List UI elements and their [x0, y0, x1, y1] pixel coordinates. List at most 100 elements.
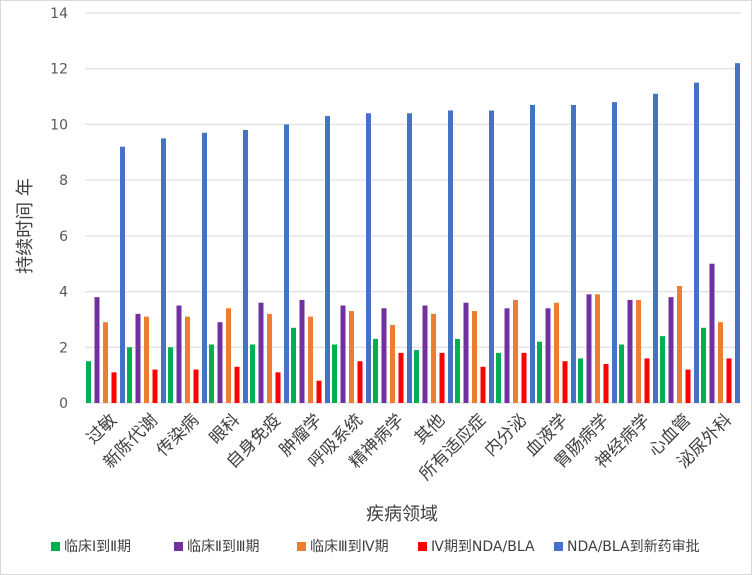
legend-swatch: [418, 542, 427, 551]
bar: [250, 344, 255, 403]
bar: [258, 302, 264, 403]
bar: [701, 327, 706, 403]
y-tick-label: 2: [59, 340, 68, 356]
bar: [357, 361, 363, 403]
y-tick-label: 14: [50, 6, 68, 22]
bar: [299, 299, 305, 403]
bar: [431, 313, 436, 403]
bar: [562, 361, 568, 403]
bar: [217, 322, 223, 403]
bar: [472, 311, 477, 403]
bar: [668, 297, 674, 403]
legend-swatch: [51, 542, 60, 551]
y-tick-label: 6: [59, 229, 68, 245]
bar: [284, 124, 289, 404]
legend-label: 临床Ⅰ到Ⅱ期: [64, 539, 131, 555]
legend-swatch: [554, 542, 563, 551]
bar: [86, 361, 91, 403]
bar: [627, 299, 633, 403]
bar: [135, 313, 141, 403]
bar: [718, 322, 723, 403]
bar: [414, 350, 419, 403]
bar: [694, 82, 699, 403]
bar: [120, 146, 125, 403]
bar: [677, 286, 682, 403]
bar: [513, 299, 518, 403]
legend-label: 临床Ⅲ到Ⅳ期: [310, 539, 389, 555]
gridlines: [85, 12, 741, 404]
bar: [489, 110, 494, 403]
bar: [176, 305, 182, 403]
bar: [243, 130, 248, 403]
bar: [390, 325, 395, 403]
bar: [685, 369, 691, 403]
bar: [554, 302, 559, 403]
bar: [193, 369, 199, 403]
bar: [496, 352, 501, 403]
bar: [234, 366, 240, 403]
bar: [726, 358, 732, 403]
y-tick-label: 0: [59, 396, 68, 412]
bar: [455, 338, 460, 403]
bar: [275, 372, 281, 403]
bar: [463, 302, 469, 403]
bar: [161, 138, 166, 404]
bar: [202, 132, 207, 404]
bar: [381, 308, 387, 403]
bar: [340, 305, 346, 403]
bar: [152, 369, 158, 403]
bar: [709, 263, 715, 403]
bar: [439, 352, 445, 403]
bar: [209, 344, 214, 403]
bar: [168, 347, 173, 403]
bar: [332, 344, 337, 403]
legend-swatch: [297, 542, 306, 551]
legend-label: Ⅳ期到NDA/BLA: [431, 539, 535, 555]
bar: [521, 352, 527, 403]
bar: [94, 297, 100, 403]
y-axis-title: 持续时间 年: [15, 178, 36, 274]
legend: 临床Ⅰ到Ⅱ期 临床Ⅱ到Ⅲ期 临床Ⅲ到Ⅳ期 Ⅳ期到NDA/BLA NDA/BLA到新药审批: [51, 539, 700, 555]
y-tick-label: 8: [59, 173, 68, 189]
bar: [578, 358, 583, 403]
bar: [291, 327, 296, 403]
bar: [586, 294, 592, 403]
bar: [349, 311, 354, 403]
bar-series-group: [86, 63, 740, 404]
y-tick-labels: 0 2 4 6 8 10 12 14: [50, 6, 68, 412]
bar: [595, 294, 600, 403]
bar: [407, 113, 412, 403]
bar: [612, 102, 617, 403]
legend-label: 临床Ⅱ到Ⅲ期: [187, 539, 260, 555]
bar: [603, 364, 609, 403]
bar: [103, 322, 108, 403]
bar: [144, 316, 149, 403]
legend-label: NDA/BLA到新药审批: [567, 539, 700, 555]
bar: [185, 316, 190, 403]
bar: [398, 352, 404, 403]
x-category-label: 传染病: [153, 410, 203, 460]
bar: [422, 305, 428, 403]
bar: [660, 336, 665, 403]
x-axis-title: 疾病领域: [366, 504, 438, 525]
bar: [325, 116, 330, 403]
bar: [226, 308, 231, 403]
bar: [316, 380, 322, 403]
y-tick-label: 12: [50, 62, 68, 78]
bar: [308, 316, 313, 403]
y-tick-label: 4: [59, 285, 68, 301]
bar: [644, 358, 650, 403]
bar: [373, 338, 378, 403]
bar: [735, 63, 740, 403]
bar: [545, 308, 551, 403]
x-category-label: 内分泌: [481, 410, 531, 460]
bar: [504, 308, 510, 403]
bar: [653, 93, 658, 403]
y-tick-label: 10: [50, 117, 68, 133]
bar: [366, 113, 371, 403]
bar: [480, 366, 486, 403]
bar: [111, 372, 117, 403]
bar: [571, 104, 576, 404]
